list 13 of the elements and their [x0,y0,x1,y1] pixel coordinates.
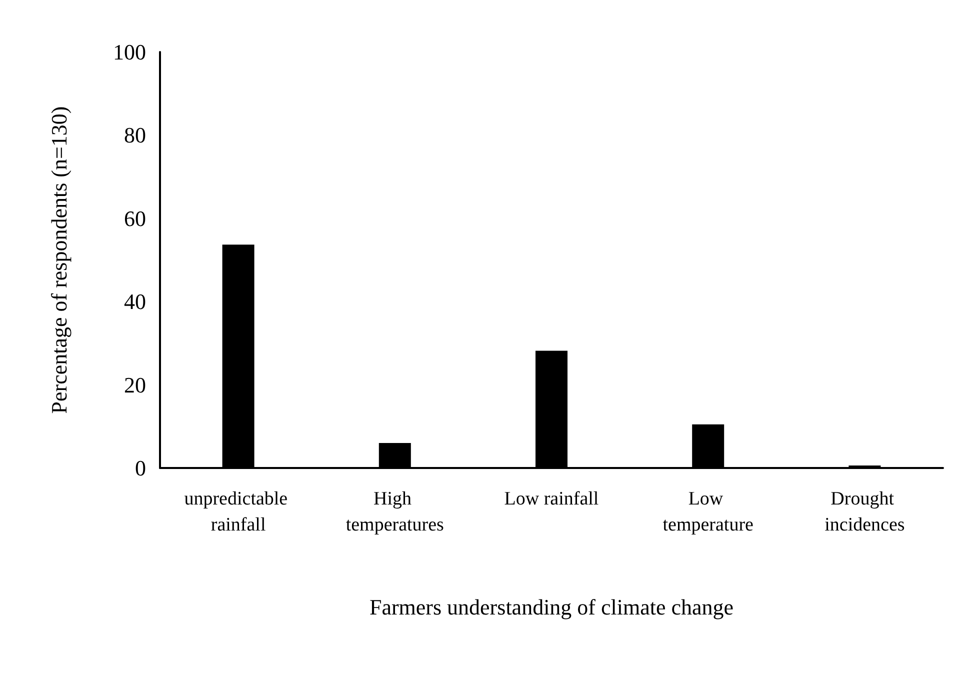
x-tick-label: unpredictable rainfall [184,488,292,536]
x-tick-label: Low temperature [662,488,754,536]
y-tick-label: 20 [124,372,146,398]
y-axis-title: Percentage of respondents (n=130) [46,106,72,414]
x-tick-label: Low rainfall [504,488,599,510]
y-tick-label: 60 [124,206,146,231]
y-tick-label: 100 [113,40,146,64]
y-tick-label: 40 [124,289,146,314]
y-tick-label: 0 [135,456,146,480]
y-tick-label: 80 [124,122,146,148]
x-axis-title: Farmers understanding of climate change [369,594,734,620]
x-tick-label: High temperatures [346,488,444,536]
x-tick-label: Drought incidences [824,488,905,536]
